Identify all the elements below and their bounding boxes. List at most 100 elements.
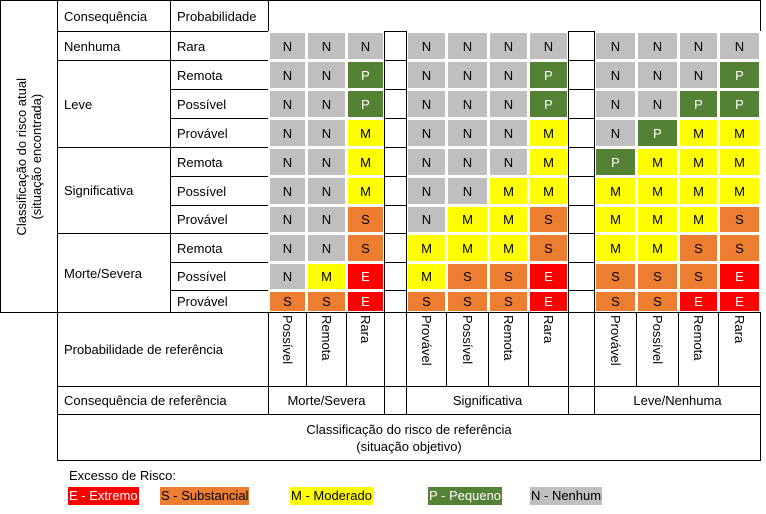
risk-level: M: [596, 178, 635, 204]
risk-cell: M: [718, 147, 761, 177]
risk-level: S: [596, 264, 635, 289]
risk-level: M: [408, 235, 445, 261]
caption-line: (situação objetivo): [356, 438, 462, 454]
risk-level: N: [408, 207, 445, 232]
risk-level: N: [408, 149, 445, 175]
risk-level: N: [448, 149, 487, 175]
gap-cell: [384, 89, 407, 119]
risk-cell: N: [446, 31, 489, 61]
risk-level: N: [448, 91, 487, 117]
risk-level: N: [270, 120, 305, 146]
probability-label: Rara: [177, 38, 206, 54]
probability-label: Possível: [177, 269, 227, 284]
probability-cell: Possível: [170, 89, 269, 119]
risk-cell: S: [446, 262, 489, 291]
ref-prob-cell: Provável: [406, 312, 447, 387]
risk-level: S: [530, 207, 567, 232]
risk-cell: N: [306, 205, 347, 234]
ref-cons-label-cell: Consequência de referência: [57, 386, 269, 415]
risk-level: N: [308, 149, 345, 175]
risk-cell: N: [268, 262, 307, 291]
risk-cell: N: [306, 60, 347, 90]
risk-level: M: [638, 207, 677, 232]
risk-level: M: [596, 207, 635, 232]
ref-prob-label-cell: Probabilidade de referência: [57, 312, 269, 387]
risk-cell: S: [594, 262, 637, 291]
risk-cell: N: [268, 205, 307, 234]
risk-level: N: [308, 178, 345, 204]
risk-level: M: [490, 207, 527, 232]
risk-cell: N: [446, 147, 489, 177]
side-label-cell: Classificação do risco atual (situação en…: [0, 0, 58, 313]
risk-level: M: [448, 235, 487, 261]
risk-cell: S: [528, 205, 569, 234]
side-label: Classificação do risco atual (situação en…: [14, 78, 44, 236]
risk-level: S: [680, 264, 717, 289]
risk-cell: P: [528, 89, 569, 119]
ref-cons: Morte/Severa: [287, 393, 366, 408]
risk-cell: N: [268, 147, 307, 177]
probability-label: Possível: [177, 96, 227, 112]
risk-cell: S: [306, 290, 347, 313]
risk-level: S: [720, 235, 759, 261]
risk-cell: N: [268, 31, 307, 61]
risk-cell: S: [528, 233, 569, 263]
gap-cell: [568, 262, 595, 291]
risk-level: M: [638, 178, 677, 204]
header-cell: Probabilidade: [170, 0, 269, 32]
risk-cell: M: [636, 205, 679, 234]
risk-cell: P: [346, 89, 385, 119]
ref-prob-cell: Provável: [594, 312, 637, 387]
ref-prob-cell: Rara: [528, 312, 569, 387]
risk-level: S: [448, 292, 487, 311]
ref-prob-cell: Possível: [636, 312, 679, 387]
gap-cell: [568, 290, 595, 313]
legend-item: N - Nenhum: [530, 487, 603, 505]
risk-level: P: [720, 91, 759, 117]
ref-prob-label: Probabilidade de referência: [64, 342, 223, 357]
probability-label: Provável: [177, 125, 228, 141]
risk-level: S: [680, 235, 717, 261]
risk-cell: S: [406, 290, 447, 313]
risk-cell: N: [718, 31, 761, 61]
risk-level: N: [270, 149, 305, 175]
risk-cell: M: [488, 233, 529, 263]
legend-title: Excesso de Risco:: [69, 468, 176, 483]
risk-cell: P: [718, 60, 761, 90]
risk-cell: M: [346, 147, 385, 177]
risk-level: M: [720, 120, 759, 146]
legend-item: S - Substancial: [160, 487, 250, 505]
risk-cell: P: [346, 60, 385, 90]
risk-cell: P: [718, 89, 761, 119]
risk-level: S: [490, 292, 527, 311]
gap-cell: [568, 118, 595, 148]
risk-cell: M: [528, 147, 569, 177]
risk-cell: E: [346, 262, 385, 291]
risk-level: P: [596, 149, 635, 175]
risk-cell: N: [406, 89, 447, 119]
risk-cell: P: [636, 118, 679, 148]
risk-cell: P: [678, 89, 719, 119]
consequence-label: Leve: [64, 96, 93, 112]
risk-level: M: [680, 207, 717, 232]
consequence-cell: Significativa: [57, 147, 171, 234]
side-label-line: (situação encontrada): [29, 93, 44, 220]
risk-cell: N: [406, 205, 447, 234]
gap-cell: [384, 60, 407, 90]
probability-cell: Rara: [170, 31, 269, 61]
risk-cell: M: [594, 233, 637, 263]
risk-cell: E: [528, 290, 569, 313]
risk-level: N: [490, 62, 527, 88]
risk-cell: N: [446, 89, 489, 119]
probability-label: Provável: [177, 212, 228, 227]
ref-prob: Provável: [608, 315, 623, 366]
risk-cell: P: [528, 60, 569, 90]
risk-cell: S: [346, 205, 385, 234]
risk-cell: N: [488, 118, 529, 148]
risk-level: M: [490, 235, 527, 261]
gap-cell: [384, 233, 407, 263]
ref-cons-label: Consequência de referência: [64, 393, 227, 408]
legend-item: E - Extremo: [68, 487, 139, 505]
risk-level: M: [448, 207, 487, 232]
